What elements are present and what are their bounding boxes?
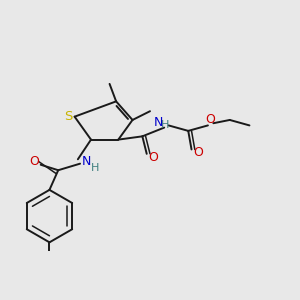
Text: O: O <box>29 155 39 168</box>
Text: S: S <box>64 110 72 123</box>
Text: N: N <box>82 155 91 168</box>
Text: H: H <box>161 120 170 130</box>
Text: O: O <box>148 151 158 164</box>
Text: O: O <box>205 113 215 126</box>
Text: H: H <box>91 163 100 173</box>
Text: O: O <box>193 146 203 159</box>
Text: N: N <box>154 116 164 129</box>
